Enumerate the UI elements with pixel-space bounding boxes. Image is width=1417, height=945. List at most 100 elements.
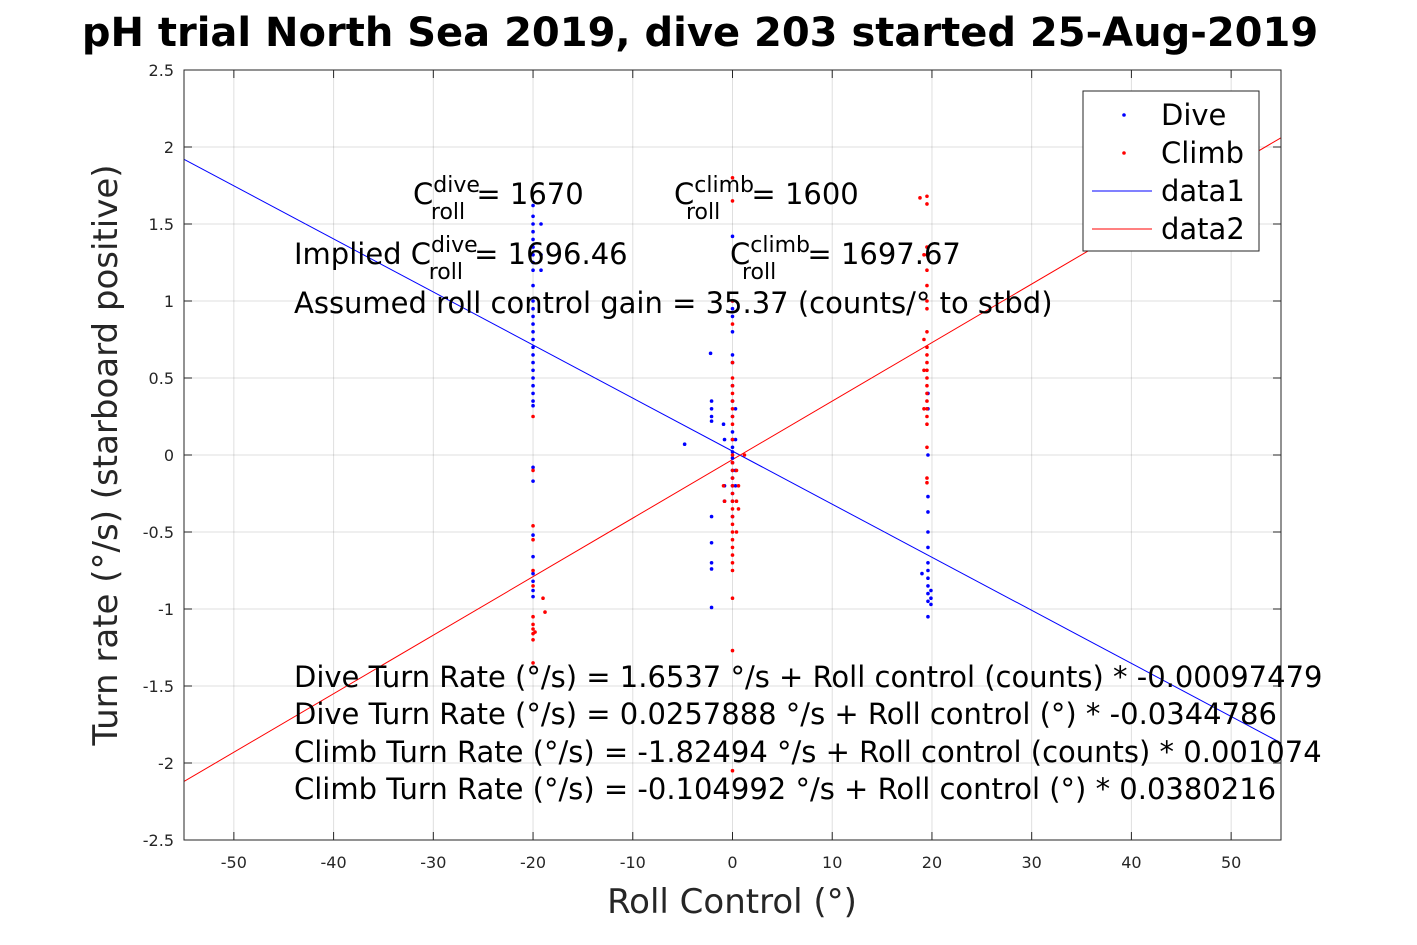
point-dive: [531, 222, 535, 226]
point-climb: [925, 268, 929, 273]
point-dive: [531, 594, 535, 599]
point-dive: [926, 510, 930, 514]
point-climb: [730, 522, 735, 527]
point-dive: [531, 314, 535, 319]
point-climb: [925, 422, 929, 427]
point-climb: [730, 407, 735, 411]
point-dive: [709, 567, 714, 571]
y-tick-label: -1: [158, 600, 174, 619]
y-tick-label: -2.5: [143, 831, 174, 850]
point-climb: [925, 480, 929, 485]
point-dive: [531, 368, 535, 373]
point-climb: [533, 630, 537, 634]
point-dive: [926, 614, 930, 619]
point-climb: [541, 596, 545, 601]
point-dive: [531, 253, 535, 257]
point-dive: [539, 253, 543, 257]
point-dive: [926, 599, 930, 604]
point-climb: [730, 383, 735, 388]
y-axis-label: Turn rate (°/s) (starboard positive): [86, 164, 126, 746]
point-dive: [531, 345, 535, 350]
x-axis-label: Roll Control (°): [607, 882, 857, 922]
point-dive: [926, 568, 930, 573]
point-climb: [925, 407, 929, 411]
point-climb: [531, 584, 535, 588]
point-climb: [922, 253, 926, 257]
point-dive: [926, 453, 930, 457]
point-dive: [531, 399, 535, 403]
point-climb: [925, 202, 929, 206]
point-dive: [539, 268, 543, 273]
legend-marker-climb: [1122, 151, 1126, 155]
point-climb: [736, 484, 741, 488]
annotation-c-climb: Cclimb roll = 1600: [674, 173, 859, 225]
data-points: [531, 176, 933, 773]
point-dive: [730, 330, 735, 334]
legend: Dive Climb data1 data2: [1082, 90, 1260, 252]
point-climb: [925, 414, 929, 419]
point-climb: [925, 283, 929, 288]
y-tick-label: -2: [158, 754, 174, 773]
point-climb: [730, 176, 735, 180]
point-climb: [925, 445, 929, 450]
point-climb: [925, 399, 929, 403]
point-climb: [730, 484, 735, 488]
point-climb: [925, 360, 929, 365]
point-dive: [531, 479, 535, 483]
point-dive: [730, 353, 735, 357]
point-dive: [929, 596, 933, 601]
annotation-c-dive: Cdive roll = 1670: [413, 173, 584, 225]
point-climb: [925, 330, 929, 334]
point-climb: [730, 553, 735, 557]
point-dive: [531, 322, 535, 326]
point-climb: [730, 453, 735, 457]
annotation-fit-1: Dive Turn Rate (°/s) = 1.6537 °/s + Roll…: [294, 660, 1322, 694]
point-dive: [730, 306, 735, 311]
point-dive: [531, 299, 535, 303]
point-climb: [730, 360, 735, 365]
point-dive: [926, 591, 930, 596]
point-climb: [531, 414, 535, 419]
point-climb: [742, 453, 747, 457]
point-climb: [730, 414, 735, 419]
point-dive: [531, 214, 535, 219]
point-climb: [730, 399, 735, 403]
annotation-implied-climb: Cclimb roll = 1697.67: [730, 233, 961, 285]
point-climb: [531, 568, 535, 573]
x-tick-label: -40: [321, 853, 347, 872]
point-climb: [722, 499, 727, 504]
point-dive: [730, 234, 735, 239]
point-dive: [531, 465, 535, 470]
point-climb: [925, 476, 929, 480]
point-dive: [531, 579, 535, 584]
point-dive: [926, 494, 930, 499]
y-tick-label: 1.5: [149, 215, 174, 234]
point-climb: [925, 368, 929, 373]
x-tick-label: -20: [520, 853, 546, 872]
point-dive: [531, 330, 535, 334]
x-tick-label: 10: [822, 853, 842, 872]
x-tick-label: 0: [727, 853, 737, 872]
point-dive: [531, 260, 535, 265]
point-dive: [531, 588, 535, 593]
point-dive: [730, 430, 735, 434]
point-dive: [531, 268, 535, 273]
point-climb: [734, 468, 739, 473]
annotation-roll-gain: Assumed roll control gain = 35.37 (count…: [294, 286, 1053, 320]
point-climb: [730, 545, 735, 550]
point-climb: [730, 491, 735, 496]
point-climb: [721, 484, 726, 488]
point-dive: [709, 605, 714, 610]
point-climb: [922, 368, 926, 373]
point-dive: [531, 245, 535, 249]
point-climb: [531, 661, 535, 665]
point-dive: [733, 437, 738, 442]
point-climb: [734, 499, 739, 504]
point-dive: [709, 540, 714, 545]
point-dive: [531, 203, 535, 208]
x-tick-label: -10: [620, 853, 646, 872]
point-climb: [925, 383, 929, 388]
point-climb: [918, 196, 922, 200]
point-climb: [730, 376, 735, 380]
y-tick-label: 2: [164, 138, 174, 157]
